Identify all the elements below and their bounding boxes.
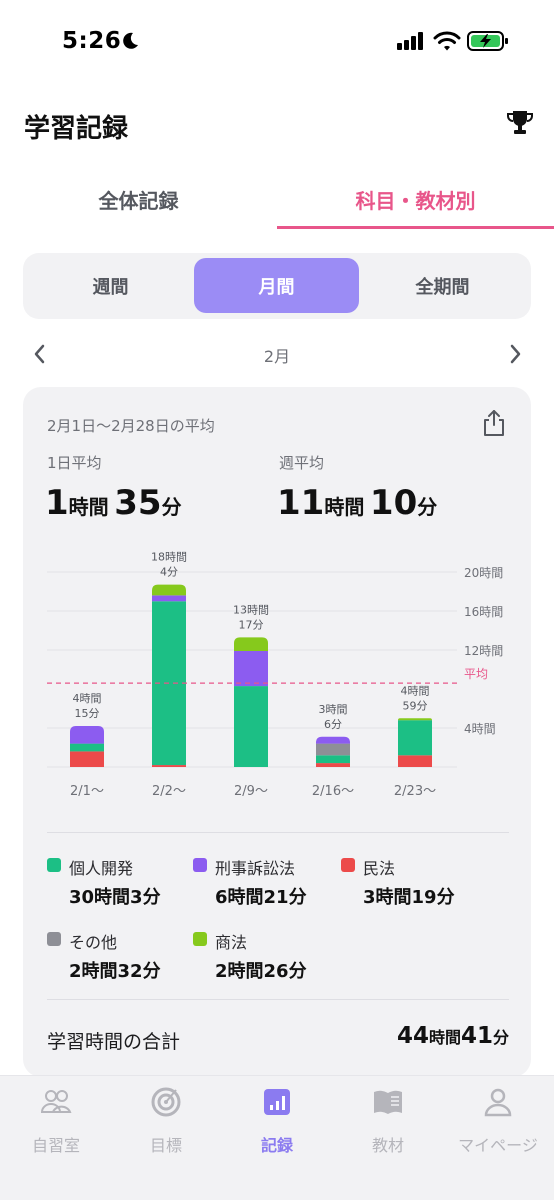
divider	[47, 832, 509, 833]
tabbar-label: マイページ	[458, 1136, 538, 1155]
wifi-icon	[433, 31, 461, 51]
bar-segment	[234, 650, 268, 687]
legend-subject-time: 3時間19分	[363, 887, 455, 908]
bar-segment	[70, 751, 104, 767]
bar-segment	[70, 726, 104, 744]
y-tick-label: 16時間	[464, 605, 503, 619]
bar-segment	[152, 595, 186, 602]
tabbar-item-study-room[interactable]: 自習室	[6, 1086, 106, 1156]
y-tick-label: 4時間	[464, 722, 496, 736]
bar-total-label: 17分	[239, 618, 264, 631]
bar-segment	[234, 637, 268, 651]
share-icon[interactable]	[481, 409, 507, 437]
legend-subject-time: 6時間21分	[215, 887, 307, 908]
chart-icon	[264, 1089, 290, 1115]
x-tick-label: 2/1〜	[70, 784, 104, 799]
period-segmented-control: 週間 月間 全期間	[23, 253, 531, 319]
bar-total-label: 13時間	[233, 603, 269, 616]
person-icon	[484, 1088, 512, 1117]
bar-segment	[234, 686, 268, 767]
signal-icon	[397, 32, 423, 50]
chevron-left-icon[interactable]	[28, 341, 52, 367]
bar-segment	[316, 755, 350, 764]
bar-segment	[70, 743, 104, 752]
average-label: 平均	[464, 667, 488, 681]
page-title: 学習記録	[24, 114, 129, 144]
tabbar-label: 教材	[371, 1136, 404, 1155]
segment-weekly[interactable]: 週間	[92, 276, 129, 298]
daily-average-label: 1日平均	[47, 454, 102, 472]
status-time: 5:26	[62, 28, 122, 54]
people-icon	[40, 1090, 72, 1113]
bar-total-label: 4時間	[401, 684, 430, 697]
tabbar-item-materials[interactable]: 教材	[338, 1086, 438, 1156]
daily-average-value: 1時間 35分	[45, 483, 182, 523]
bar-segment	[152, 765, 186, 767]
bar-segment	[316, 736, 350, 744]
tabbar-label: 自習室	[31, 1136, 80, 1155]
segment-all-time[interactable]: 全期間	[415, 276, 470, 298]
x-tick-label: 2/23〜	[394, 784, 436, 799]
active-tab-indicator	[277, 226, 554, 229]
bar-total-label: 6分	[324, 718, 342, 731]
segment-monthly[interactable]: 月間	[194, 258, 359, 313]
book-icon	[374, 1090, 402, 1114]
y-tick-label: 12時間	[464, 644, 503, 658]
bar-segment	[316, 763, 350, 767]
monthly-summary-card: 2月1日〜2月28日の平均 1日平均 1時間 35分 週平均 11時間 10分 …	[23, 387, 531, 1077]
total-study-time-label: 学習時間の合計	[47, 1031, 181, 1053]
x-tick-label: 2/16〜	[312, 784, 354, 799]
legend-subject-name: その他	[69, 933, 118, 952]
month-label: 2月	[263, 347, 291, 366]
status-bar: 5:26	[0, 0, 554, 82]
bar-total-label: 18時間	[151, 551, 187, 564]
target-icon	[151, 1087, 181, 1117]
bar-segment	[398, 720, 432, 756]
legend-subject-name: 個人開発	[69, 859, 134, 878]
bar-segment	[398, 755, 432, 767]
bottom-tab-bar: 自習室 目標 記録 教材 マイページ	[0, 1075, 554, 1200]
tabbar-label: 目標	[149, 1136, 182, 1155]
legend-swatch	[193, 858, 207, 872]
legend-subject-time: 2時間32分	[69, 961, 161, 982]
legend-swatch	[47, 932, 61, 946]
month-navigator: 2月	[0, 337, 554, 371]
battery-icon	[467, 31, 508, 51]
x-tick-label: 2/2〜	[152, 784, 186, 799]
weekly-average-label: 週平均	[279, 454, 325, 472]
bar-total-label: 59分	[403, 699, 428, 712]
trophy-icon[interactable]	[505, 108, 535, 138]
weekly-stacked-bar-chart: 4時間 12時間 16時間 20時間 4時間 15分 2/1〜 18時間 4分 2/2〜 13時間 1…	[47, 551, 503, 799]
bar-total-label: 3時間	[319, 703, 348, 716]
chevron-right-icon[interactable]	[503, 341, 527, 367]
legend-subject-time: 2時間26分	[215, 961, 307, 982]
bar-segment	[398, 718, 432, 721]
total-study-time-value: 44時間41分	[396, 1023, 509, 1049]
legend-subject-name: 刑事訴訟法	[215, 859, 296, 878]
bar-segment	[316, 743, 350, 756]
tab-by-subject[interactable]: 科目・教材別	[355, 188, 476, 213]
tabbar-item-goal[interactable]: 目標	[116, 1086, 216, 1156]
x-tick-label: 2/9〜	[234, 784, 268, 799]
tabbar-label: 記録	[260, 1136, 293, 1155]
y-tick-label: 20時間	[464, 566, 503, 580]
bar-total-label: 4時間	[73, 692, 102, 705]
bar-total-label: 4分	[160, 566, 178, 579]
tab-overall-records[interactable]: 全体記録	[98, 188, 179, 213]
tabbar-item-my-page[interactable]: マイページ	[448, 1086, 548, 1156]
date-range-label: 2月1日〜2月28日の平均	[47, 417, 215, 435]
bar-segment	[152, 584, 186, 596]
tabbar-item-records[interactable]: 記録	[227, 1086, 327, 1156]
divider	[47, 999, 509, 1000]
legend-swatch	[341, 858, 355, 872]
legend-subject-name: 商法	[215, 933, 248, 952]
legend-swatch	[193, 932, 207, 946]
legend-swatch	[47, 858, 61, 872]
legend-subject-name: 民法	[363, 859, 396, 878]
bar-total-label: 15分	[75, 707, 100, 720]
legend-subject-time: 30時間3分	[69, 887, 161, 908]
weekly-average-value: 11時間 10分	[277, 483, 438, 523]
moon-icon	[123, 32, 138, 49]
